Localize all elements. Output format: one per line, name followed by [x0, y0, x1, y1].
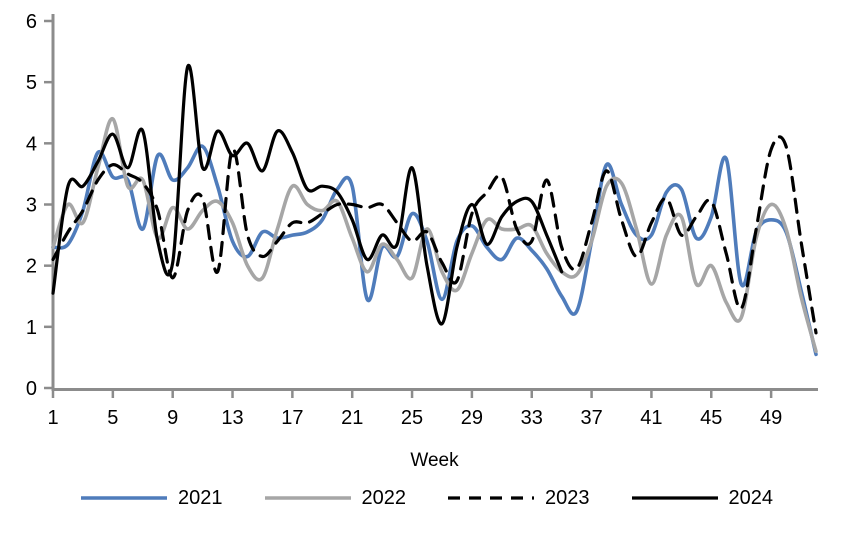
legend-item-2023: 2023: [446, 488, 590, 508]
y-tick-label: 1: [26, 317, 37, 339]
x-tick-label: 1: [47, 407, 58, 429]
x-tick-label: 17: [281, 407, 303, 429]
y-tick-label: 6: [26, 11, 37, 33]
x-tick-label: 37: [580, 407, 602, 429]
legend-line-sample-2023: [448, 496, 534, 500]
x-axis-title: Week: [410, 450, 459, 471]
legend-line-sample-2021: [81, 496, 167, 500]
x-tick-label: 9: [167, 407, 178, 429]
legend-line-sample-2022: [264, 496, 351, 500]
x-tick-label: 33: [521, 407, 543, 429]
y-tick-label: 0: [26, 378, 37, 400]
x-tick-label: 41: [640, 407, 662, 429]
y-tick-label: 2: [26, 256, 37, 278]
legend-item-2021: 2021: [79, 488, 223, 508]
x-tick-label: 25: [401, 407, 423, 429]
x-tick-label: 45: [700, 407, 722, 429]
series-line-2022: [51, 117, 818, 354]
x-tick-label: 49: [760, 407, 782, 429]
y-tick-label: 3: [26, 195, 37, 217]
x-tick-label: 21: [341, 407, 363, 429]
x-tick-label: 29: [461, 407, 483, 429]
legend-label-2021: 2021: [178, 487, 223, 509]
y-tick-label: 5: [26, 72, 37, 94]
x-tick-label: 13: [221, 407, 243, 429]
series-line-2024: [51, 63, 564, 326]
legend-label-2024: 2024: [728, 487, 774, 509]
series-line-2023: [51, 135, 818, 335]
x-tick-label: 5: [107, 407, 118, 429]
legend-item-2022: 2022: [263, 487, 407, 509]
legend-label-2023: 2023: [545, 487, 590, 509]
series-line-2021: [51, 144, 818, 357]
legend: 2021 2022 2023 2024: [0, 488, 852, 508]
y-tick-label: 4: [26, 133, 37, 155]
legend-label-2022: 2022: [361, 487, 407, 509]
legend-line-sample-2024: [631, 496, 718, 500]
legend-item-2024: 2024: [630, 487, 774, 509]
